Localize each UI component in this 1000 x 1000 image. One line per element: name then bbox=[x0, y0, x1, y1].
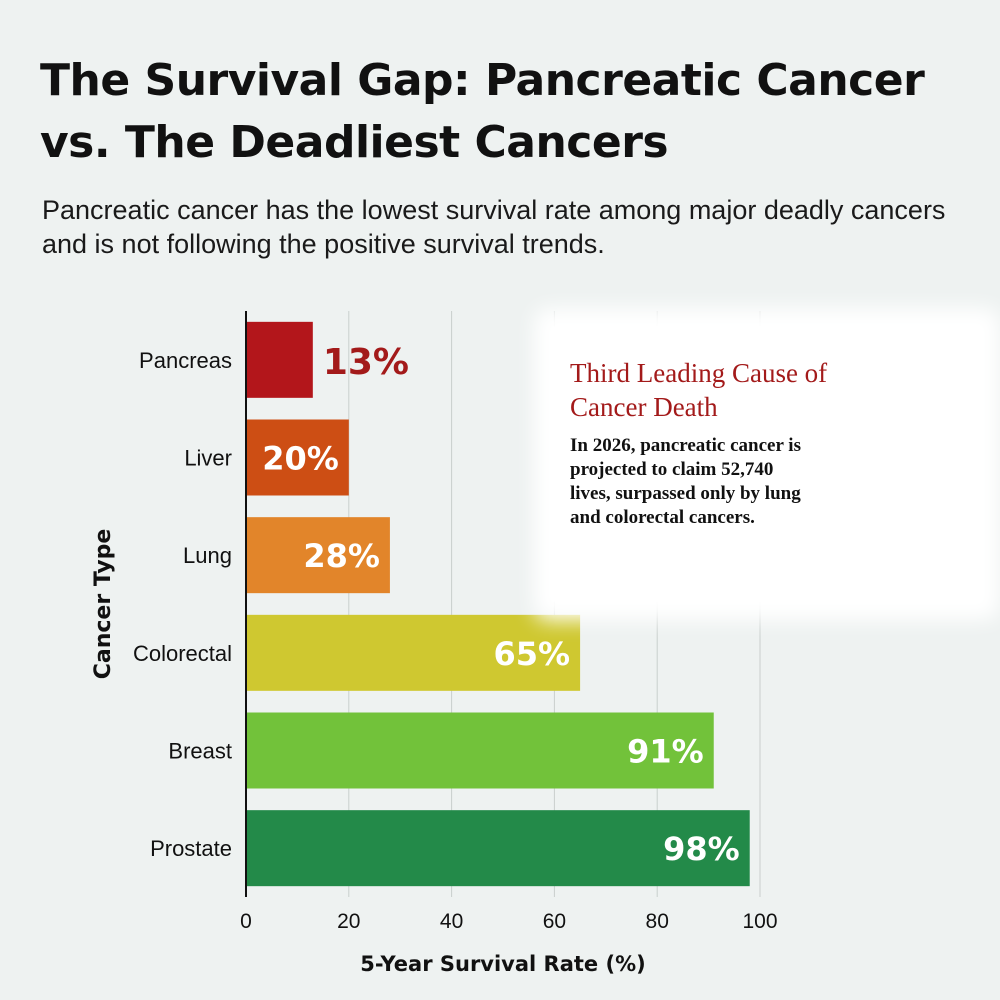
data-label: 98% bbox=[663, 830, 740, 868]
bar-prostate bbox=[246, 810, 750, 887]
x-tick-label: 20 bbox=[337, 910, 360, 933]
y-axis-label: Cancer Type bbox=[91, 529, 116, 680]
callout-box: Third Leading Cause of Cancer Death In 2… bbox=[552, 326, 982, 602]
chart-title: The Survival Gap: Pancreatic Cancer vs. … bbox=[40, 55, 925, 168]
y-tick-label: Breast bbox=[168, 739, 232, 764]
data-label: 28% bbox=[303, 537, 380, 575]
data-label: 13% bbox=[323, 342, 409, 383]
y-tick-label: Pancreas bbox=[139, 348, 232, 373]
callout-title: Third Leading Cause of Cancer Death bbox=[570, 358, 828, 422]
bar-colorectal bbox=[246, 614, 581, 691]
bar-breast bbox=[246, 712, 714, 789]
x-tick-label: 0 bbox=[240, 910, 252, 933]
bar-lung bbox=[246, 517, 390, 594]
y-tick-label: Colorectal bbox=[133, 641, 232, 666]
data-label: 91% bbox=[627, 733, 704, 771]
x-axis-label: 5-Year Survival Rate (%) bbox=[360, 952, 645, 976]
y-tick-label: Prostate bbox=[150, 836, 232, 861]
x-tick-label: 100 bbox=[742, 910, 777, 933]
x-tick-label: 60 bbox=[543, 910, 566, 933]
y-tick-label: Liver bbox=[184, 446, 232, 471]
bar-liver bbox=[246, 419, 349, 496]
data-label: 20% bbox=[262, 440, 339, 478]
y-tick-label: Lung bbox=[183, 543, 232, 568]
data-label: 65% bbox=[494, 635, 571, 673]
callout-text: In 2026, pancreatic cancer is projected … bbox=[570, 435, 801, 528]
x-tick-label: 40 bbox=[440, 910, 463, 933]
bar-pancreas bbox=[246, 321, 313, 398]
x-tick-label: 80 bbox=[646, 910, 669, 933]
chart-subtitle: Pancreatic cancer has the lowest surviva… bbox=[42, 195, 946, 259]
